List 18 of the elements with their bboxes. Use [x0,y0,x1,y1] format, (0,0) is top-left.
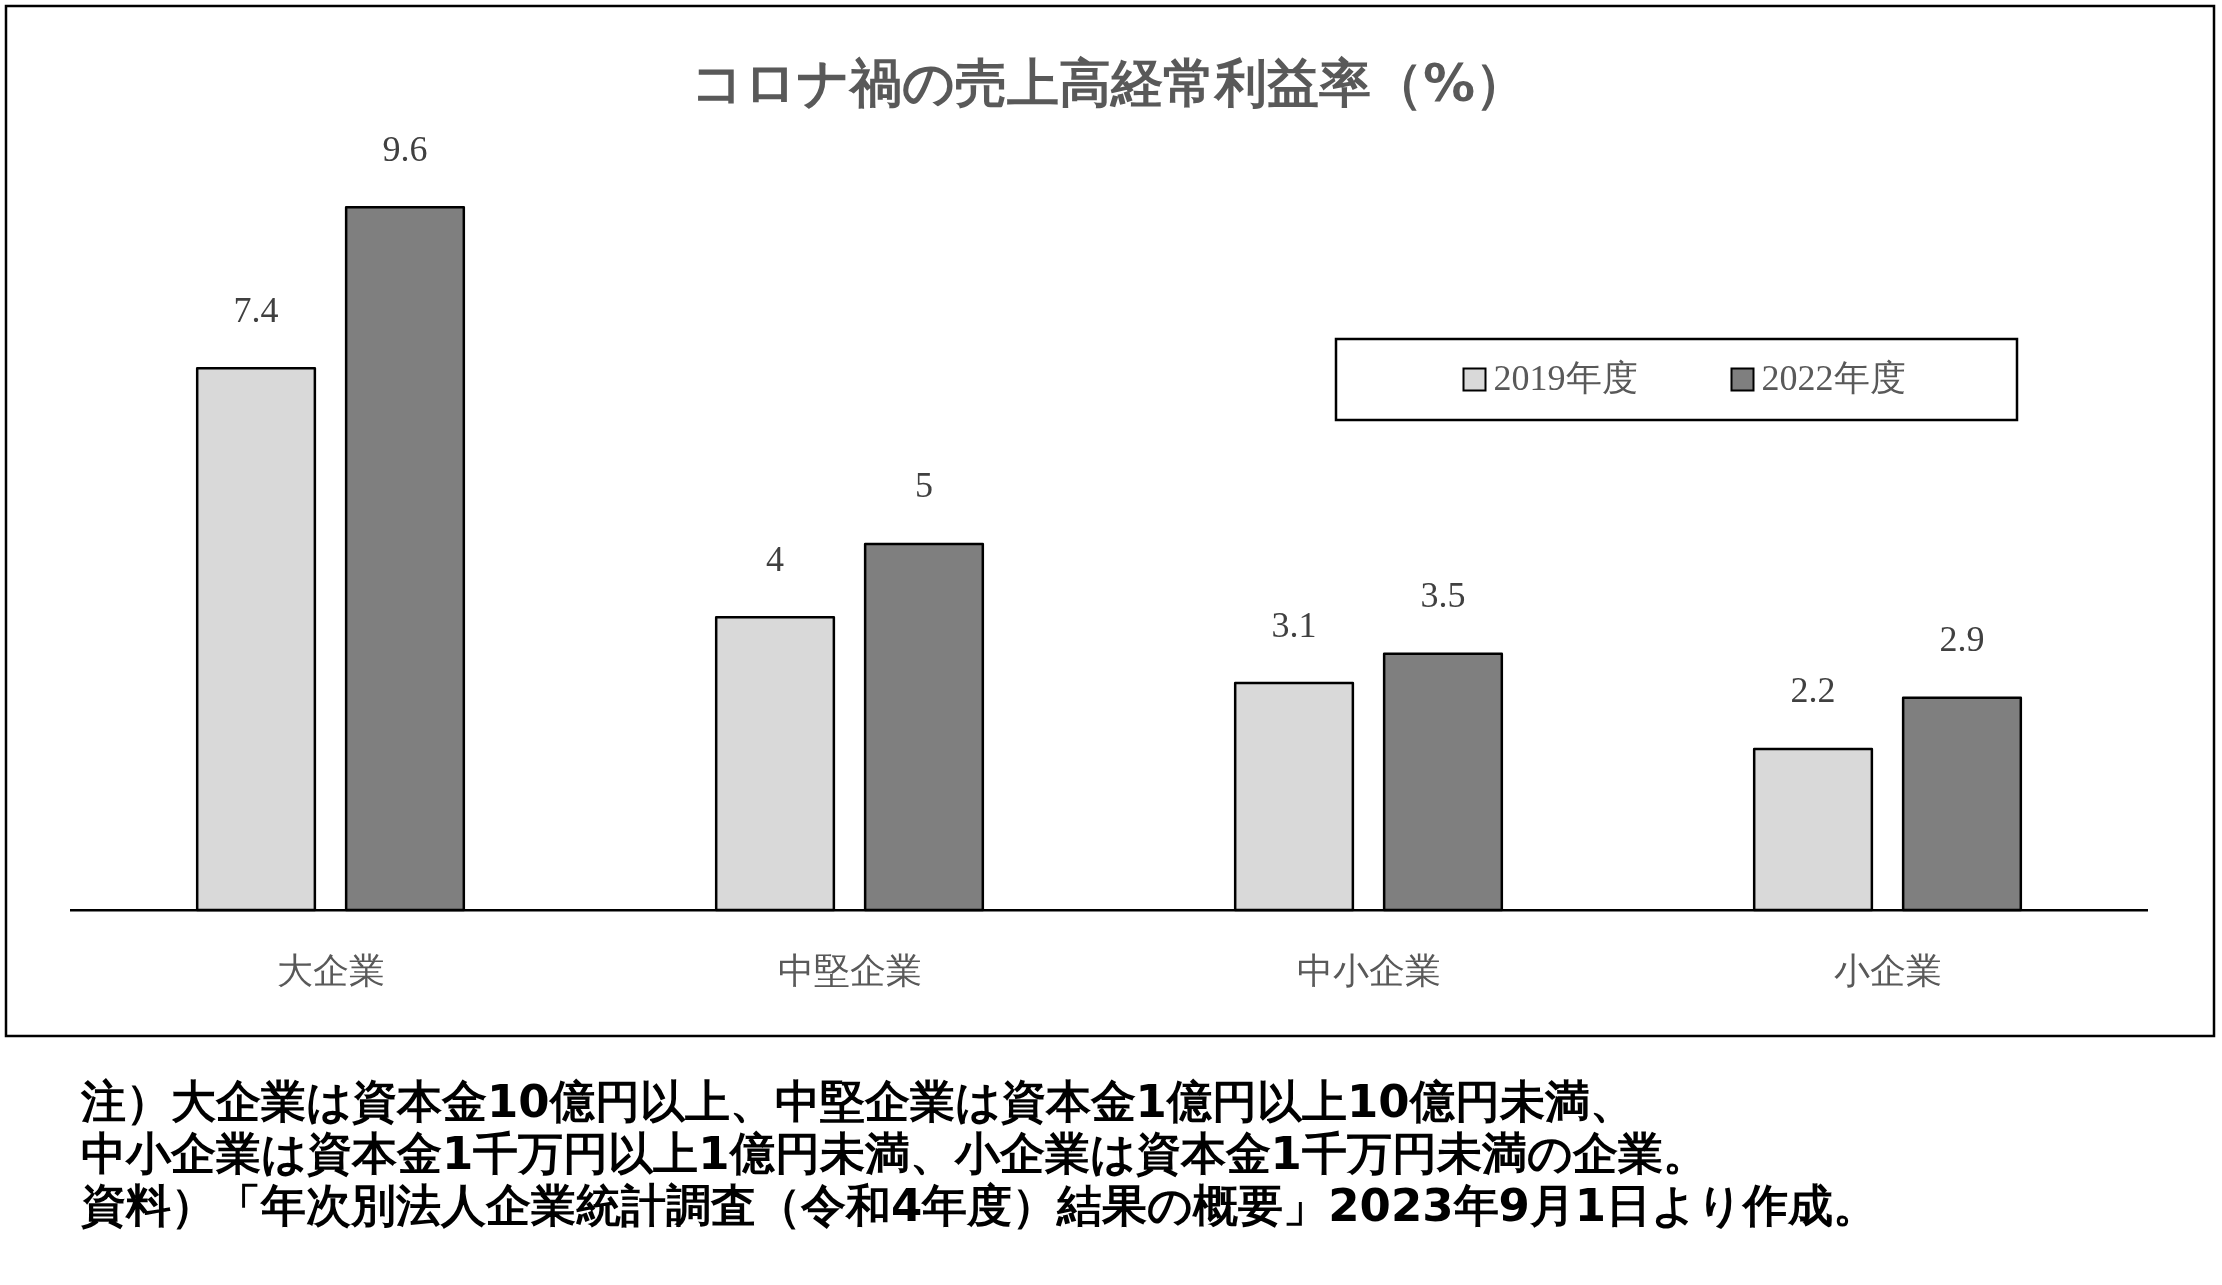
x-tick-label: 小企業 [1833,951,1942,992]
data-label: 2.9 [1939,619,1985,660]
text: 中小企業は資本金1千万円以上1億円未満、小企業は資本金1千万円未満の企業。 [81,1127,1709,1180]
x-tick-label: 中堅企業 [777,951,922,992]
legend-label: 2019年度 [1493,357,1638,398]
legend-label: 2022年度 [1761,357,1906,398]
data-label: 9.6 [382,128,428,169]
chart-title: コロナ禍の売上高経常利益率（%） [690,52,1528,113]
data-label: 3.1 [1271,604,1317,645]
text: 注）大企業は資本金10億円以上、中堅企業は資本金1億円以上10億円未満、 [81,1075,1636,1128]
data-label: 4 [766,538,785,579]
data-label: 7.4 [233,289,279,330]
data-label: 2.2 [1790,670,1836,711]
x-tick-label: 中小企業 [1296,951,1441,992]
x-tick-label: 大企業 [276,951,385,992]
data-label: 5 [914,465,933,506]
data-label: 3.5 [1420,575,1466,616]
text: 資料）「年次別法人企業統計調査（令和4年度）結果の概要」2023年9月1日より作成。 [81,1179,1879,1232]
